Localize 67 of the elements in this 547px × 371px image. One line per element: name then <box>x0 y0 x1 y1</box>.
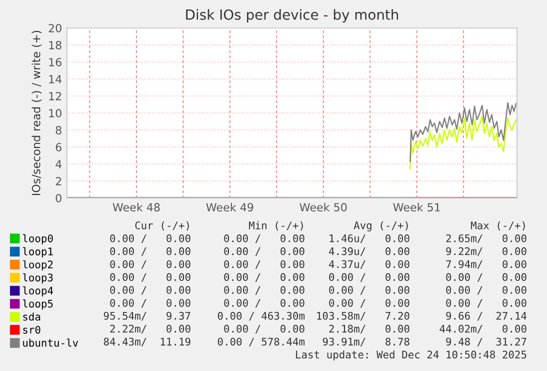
x-tick-label: Week 48 <box>112 202 160 212</box>
y-tick-label: 8 <box>56 126 62 134</box>
text: 0.00 / 0.00 <box>110 286 190 295</box>
text: Min (-/+) <box>248 221 303 231</box>
text: 2.18m/ 0.00 <box>329 324 410 334</box>
text: 84.43m/ 11.19 <box>104 338 190 346</box>
y-tick-label: 0 <box>56 194 62 202</box>
y-tick-label: 18 <box>49 40 62 50</box>
y-axis-title: IOs/second read (-) / write (+) <box>32 30 42 196</box>
text: 0.00 / 0.00 <box>110 298 190 308</box>
legend-label: loop3 <box>22 273 53 284</box>
x-tick-label: Week 51 <box>393 202 440 212</box>
text: Avg (-/+) <box>354 221 408 232</box>
text: 1.46u/ 0.00 <box>330 234 410 244</box>
text: 0.00 / 0.00 <box>446 273 526 282</box>
text: Cur (-/+) <box>135 221 189 231</box>
text: 0.00 / 0.00 <box>224 247 304 256</box>
text: 0.00 / 463.30m <box>218 312 305 321</box>
text: 9.66 / 27.14 <box>446 312 527 321</box>
y-tick-label: 14 <box>49 75 62 84</box>
text: 0.00 / 0.00 <box>224 234 304 244</box>
text: Max (-/+) <box>470 221 525 231</box>
text: 2.65m/ 0.00 <box>446 234 526 244</box>
text: 7.94m/ 0.00 <box>446 260 526 269</box>
legend-label: sr0 <box>23 326 40 334</box>
text: 2.22m/ 0.00 <box>110 324 190 334</box>
legend-label: ubuntu-lv <box>23 338 78 347</box>
text: 0.00 / 0.00 <box>224 286 304 295</box>
y-tick-label: 16 <box>49 58 62 66</box>
legend-label: loop4 <box>22 286 53 297</box>
text: 0.00 / 0.00 <box>224 260 304 269</box>
text: 0.00 / 0.00 <box>329 286 410 295</box>
legend-label: loop1 <box>22 247 53 258</box>
text: 9.22m/ 0.00 <box>446 247 526 256</box>
text: 9.48 / 31.27 <box>446 338 526 346</box>
text: 0.00 / 0.00 <box>110 247 190 256</box>
text: 0.00 / 0.00 <box>224 273 304 282</box>
y-tick-label: 12 <box>49 92 62 100</box>
text: 4.37u/ 0.00 <box>328 260 410 269</box>
text: 0.00 / 578.44m <box>218 338 305 346</box>
text: 93.91m/ 8.78 <box>322 338 410 346</box>
text: 103.58m/ 7.20 <box>317 312 410 321</box>
legend-label: loop5 <box>22 299 53 310</box>
text: 0.00 / 0.00 <box>110 234 190 244</box>
y-tick-label: 6 <box>56 142 62 152</box>
y-tick-label: 4 <box>56 160 62 168</box>
text: 0.00 / 0.00 <box>329 298 410 308</box>
text: 0.00 / 0.00 <box>110 273 190 282</box>
text: Last update: Wed Dec 24 10:50:48 2025 <box>296 350 526 361</box>
y-tick-label: 20 <box>48 24 62 32</box>
text: 44.02m/ 0.00 <box>440 324 526 334</box>
y-tick-label: 10 <box>49 108 62 118</box>
text: 0.00 / 0.00 <box>329 273 410 282</box>
y-tick-label: 2 <box>56 176 62 186</box>
x-tick-label: Week 49 <box>206 202 254 212</box>
text: 0.00 / 0.00 <box>446 298 526 308</box>
text: 0.00 / 0.00 <box>224 298 304 308</box>
chart-title: Disk IOs per device - by month <box>186 9 398 23</box>
legend-label: loop2 <box>22 260 53 270</box>
x-tick-label: Week 50 <box>300 202 347 212</box>
legend-label: sda <box>23 312 40 321</box>
text: 4.39u/ 0.00 <box>328 247 410 256</box>
text: 0.00 / 0.00 <box>446 286 526 295</box>
text: 95.54m/ 9.37 <box>104 312 190 321</box>
text: 0.00 / 0.00 <box>224 324 304 334</box>
legend-label: loop0 <box>22 234 53 244</box>
text: 0.00 / 0.00 <box>110 260 190 269</box>
